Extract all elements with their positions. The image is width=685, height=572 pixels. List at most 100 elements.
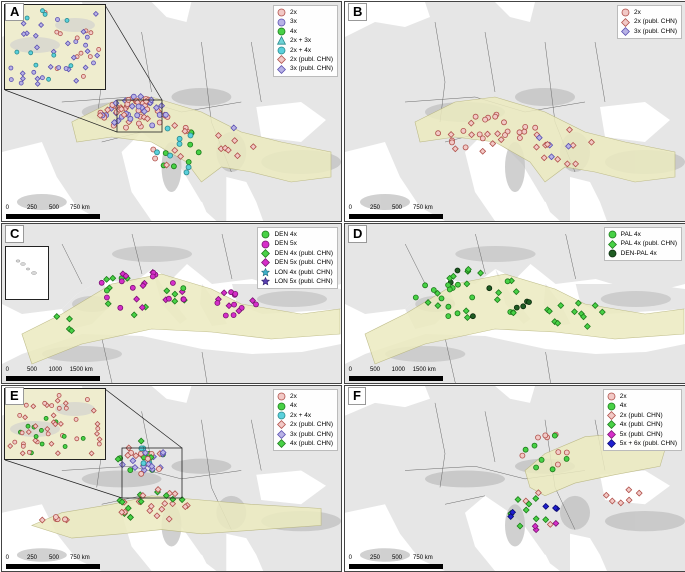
occurrence-marker <box>137 437 145 445</box>
scale-tick-label: 0 <box>5 367 10 373</box>
occurrence-marker <box>104 287 110 294</box>
occurrence-marker <box>124 504 132 512</box>
occurrence-marker <box>119 270 127 278</box>
occurrence-marker <box>94 52 101 59</box>
occurrence-marker <box>70 54 77 61</box>
occurrence-marker <box>40 8 45 14</box>
panel-label: A <box>5 3 25 21</box>
occurrence-marker <box>83 42 88 48</box>
occurrence-marker <box>551 432 558 439</box>
occurrence-marker <box>235 307 243 315</box>
legend-label: 2x <box>619 393 627 400</box>
occurrence-marker <box>563 456 570 462</box>
occurrence-marker <box>583 322 591 330</box>
occurrence-marker <box>80 436 86 441</box>
scale-tick-label: 1000 <box>48 367 63 373</box>
occurrence-marker <box>53 514 59 520</box>
scale-bar-graphic <box>349 214 443 219</box>
scale-bar-graphic <box>349 564 443 569</box>
occurrence-marker <box>551 318 559 326</box>
occurrence-marker <box>66 315 73 323</box>
scale-tick-label: 0 <box>348 555 353 561</box>
occurrence-marker <box>563 160 571 168</box>
occurrence-marker <box>521 128 528 135</box>
occurrence-marker <box>92 10 99 17</box>
legend-label: 2x (publ. CHN) <box>619 411 663 419</box>
legend-item: 2x <box>277 392 333 401</box>
diamond-marker-icon <box>277 439 286 449</box>
triangle-marker-icon <box>276 36 287 46</box>
occurrence-marker <box>434 289 441 297</box>
legend-item: 2x + 4x <box>277 411 333 420</box>
occurrence-marker <box>141 449 149 457</box>
occurrence-marker <box>563 449 570 456</box>
scale-tick-label: 750 km <box>70 205 90 211</box>
occurrence-marker <box>118 508 126 516</box>
legend-label: LON 5x (publ. CHN) <box>274 278 333 286</box>
scale-bar-graphic <box>6 564 100 569</box>
occurrence-marker <box>48 440 55 447</box>
occurrence-marker <box>39 428 44 433</box>
occurrence-marker <box>24 15 30 21</box>
scale-bar: 0 500 1000 1500 km <box>349 367 443 381</box>
occurrence-markers <box>435 111 595 168</box>
occurrence-marker <box>555 449 562 455</box>
occurrence-marker <box>469 294 476 301</box>
scale-bar: 0 250 500 750 km <box>349 205 443 219</box>
occurrence-marker <box>430 287 437 293</box>
occurrence-marker <box>17 412 23 418</box>
occurrence-marker <box>163 287 171 295</box>
legend-label: 3x (publ. CHN) <box>634 27 677 35</box>
occurrence-marker <box>445 303 452 310</box>
zoom-indicator <box>4 388 183 499</box>
occurrence-marker <box>33 62 39 68</box>
map-legend: PAL 4x PAL 4x (publ. CHN) DEN-PAL 4x <box>603 227 682 262</box>
legend-item: DEN 4x (publ. CHN) <box>261 249 333 258</box>
legend-label: 4x <box>290 402 297 410</box>
occurrence-marker <box>449 139 455 146</box>
occurrence-marker <box>507 513 515 520</box>
occurrence-marker <box>171 122 179 129</box>
occurrence-marker <box>32 437 39 444</box>
occurrence-marker <box>224 146 232 154</box>
occurrence-marker <box>129 284 136 291</box>
circle-marker-icon <box>277 27 286 36</box>
occurrence-marker <box>8 77 14 82</box>
occurrence-marker <box>185 164 192 171</box>
occurrence-marker <box>152 155 159 162</box>
panel-label: F <box>348 387 366 405</box>
diamond-marker-icon <box>606 411 616 420</box>
occurrence-marker <box>133 295 141 303</box>
legend-label: 4x <box>619 402 627 410</box>
legend-label: DEN 4x <box>274 231 297 238</box>
occurrence-marker <box>28 50 34 56</box>
occurrence-marker <box>149 273 156 280</box>
occurrence-marker <box>118 498 126 506</box>
occurrence-marker <box>152 104 160 112</box>
occurrence-marker <box>78 50 84 56</box>
legend-item: DEN 5x <box>261 239 333 249</box>
occurrence-marker <box>180 296 187 303</box>
occurrence-marker <box>158 505 166 513</box>
legend-label: 2x <box>634 9 641 16</box>
occurrence-markers <box>53 268 259 335</box>
occurrence-marker <box>531 522 539 530</box>
occurrence-marker <box>64 40 71 47</box>
occurrence-marker <box>163 161 171 169</box>
legend-item: 2x <box>621 8 677 17</box>
circle-marker-icon <box>607 392 616 401</box>
scale-tick-label: 500 <box>48 205 60 211</box>
occurrence-marker <box>535 434 541 441</box>
canary-inset <box>5 246 49 300</box>
occurrence-marker <box>462 144 469 151</box>
occurrence-marker <box>501 119 507 126</box>
legend-label: 4x <box>290 27 297 35</box>
occurrence-marker <box>80 28 87 35</box>
occurrence-marker <box>424 299 432 306</box>
scale-bar-graphic <box>6 214 100 219</box>
occurrence-marker <box>127 115 134 122</box>
occurrence-marker <box>132 452 140 460</box>
legend-item: 2x (publ. CHN) <box>277 55 333 65</box>
occurrence-marker <box>8 65 14 71</box>
legend-label: 2x <box>290 393 297 400</box>
